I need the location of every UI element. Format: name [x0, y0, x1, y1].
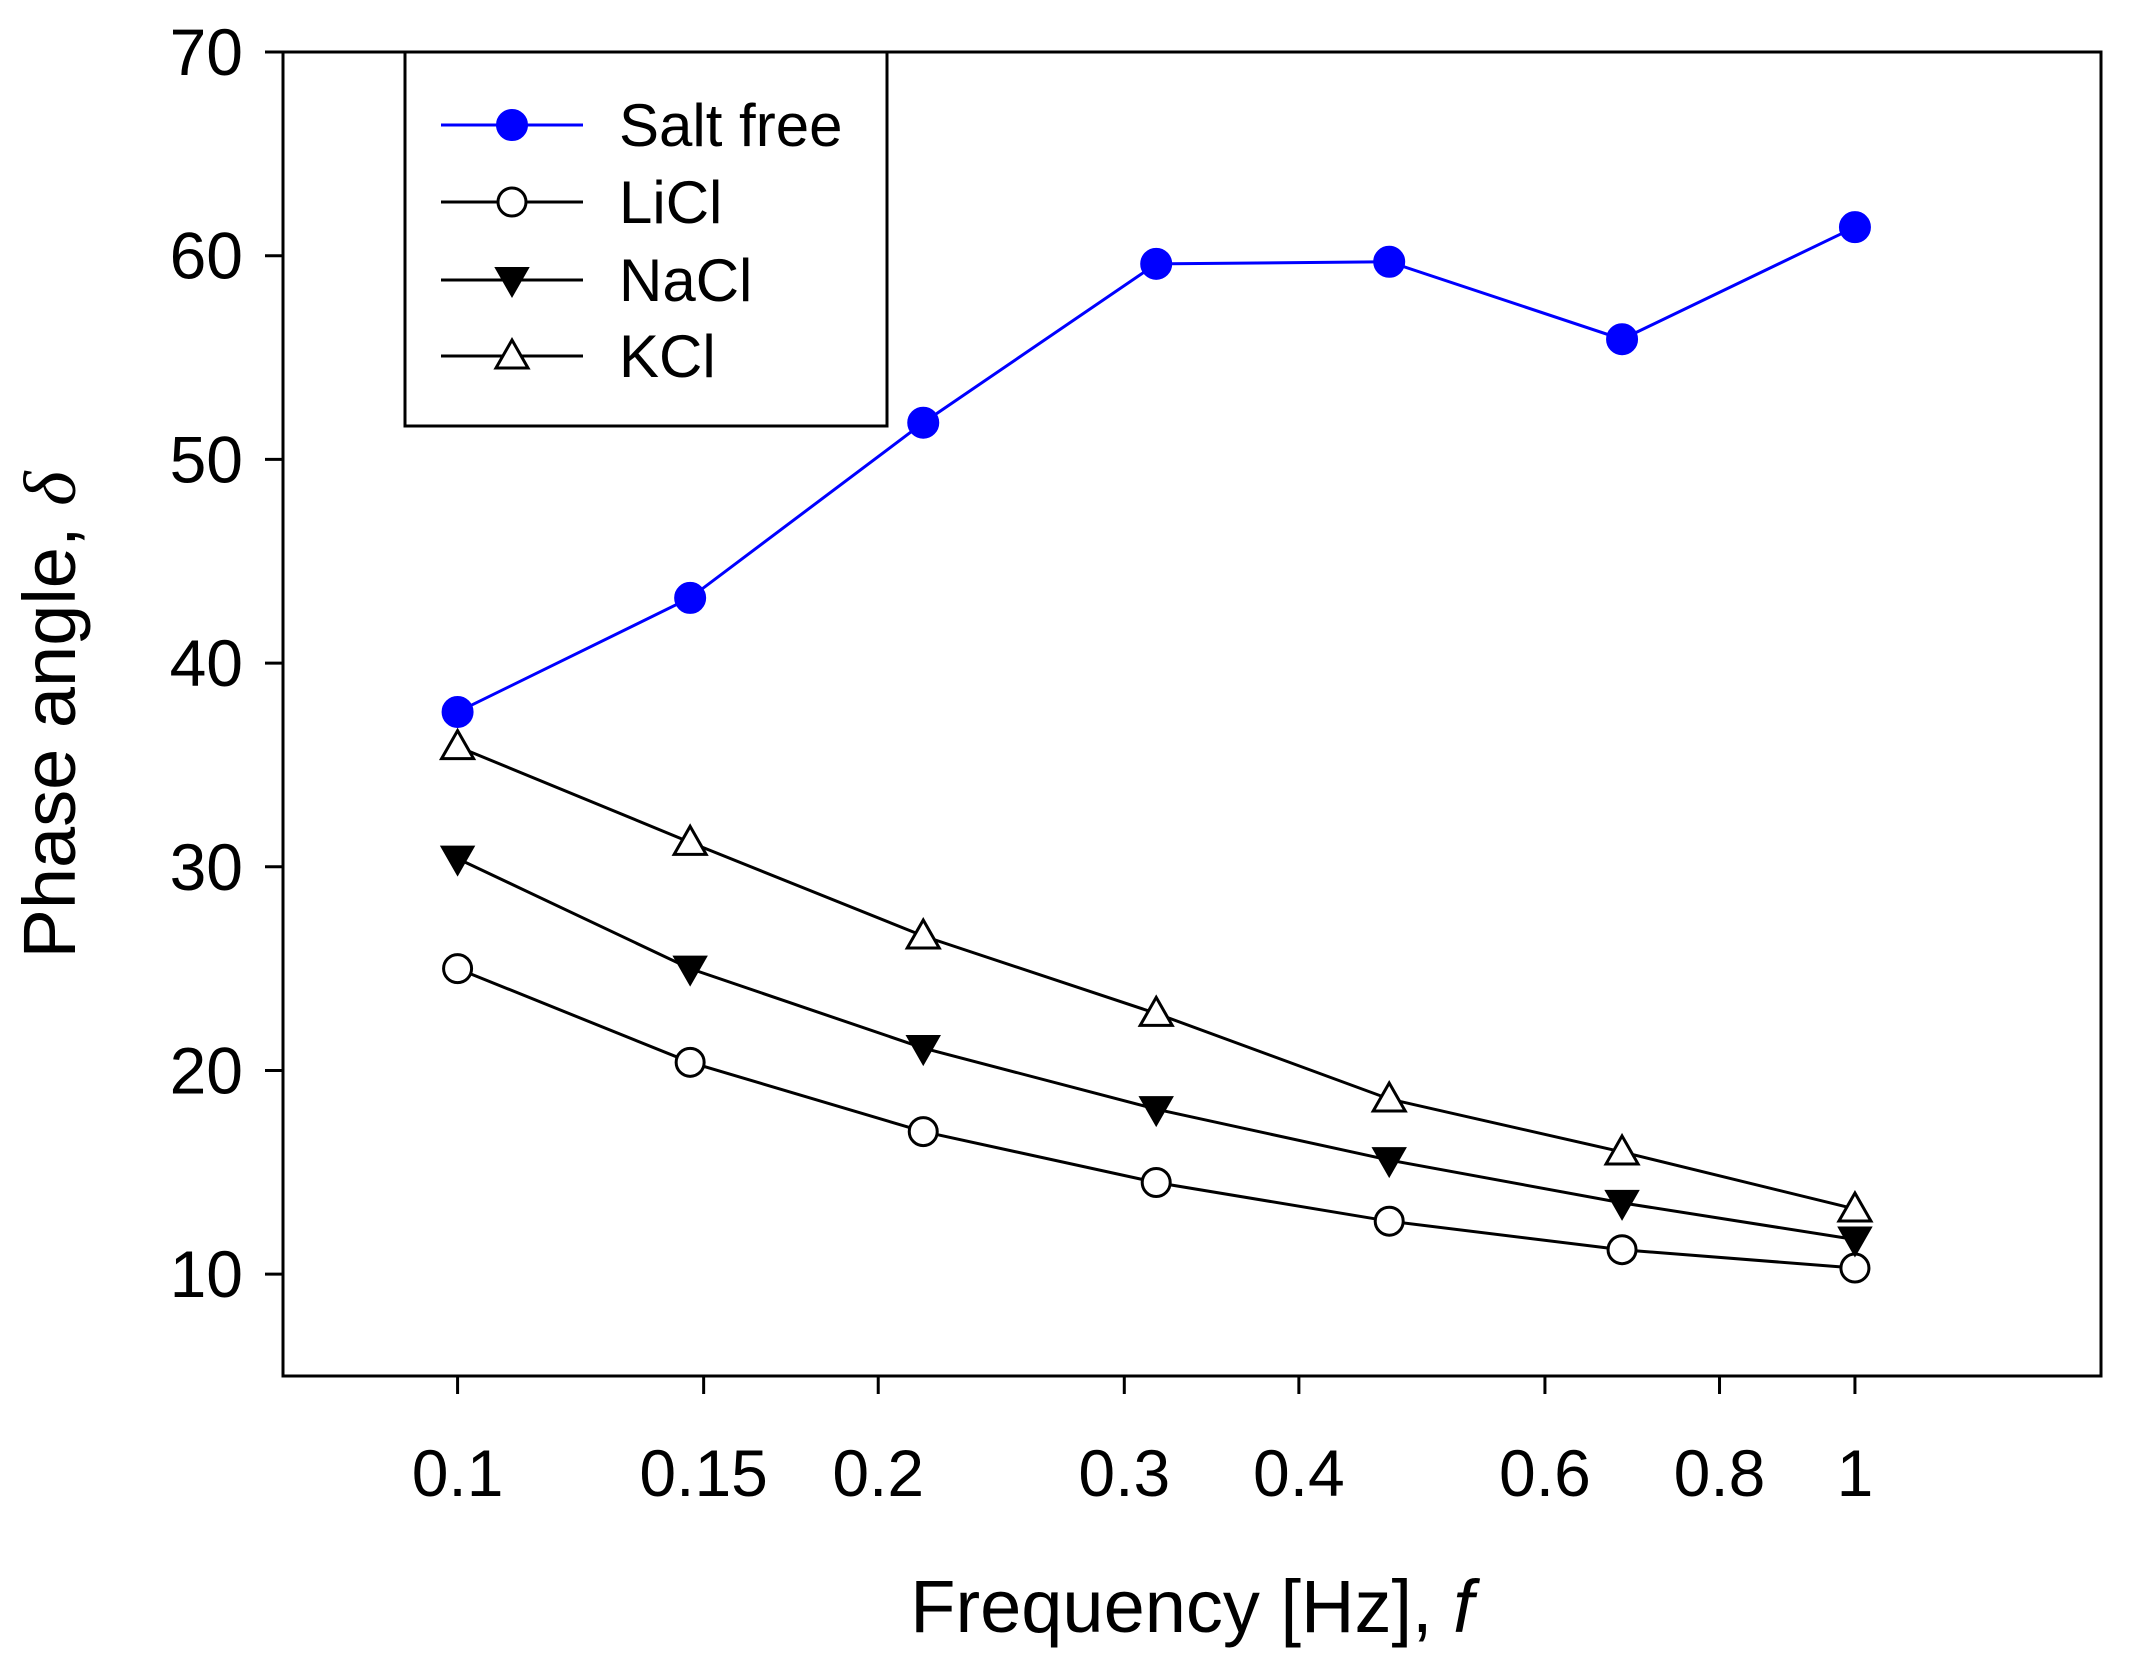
- data-point-salt-free-2: [907, 406, 940, 439]
- data-point-salt-free-0: [441, 695, 474, 728]
- x-axis-title: Frequency [Hz], f: [910, 1565, 1480, 1648]
- data-point-kcl-4: [1370, 1079, 1408, 1113]
- data-point-kcl-1: [671, 823, 709, 856]
- plot-frame: [281, 50, 2103, 1378]
- x-tick-label-0.15: 0.15: [639, 1436, 767, 1510]
- data-point-kcl-2: [904, 917, 942, 950]
- legend-marker-licl: [496, 186, 528, 218]
- data-point-nacl-6: [1837, 1226, 1873, 1258]
- y-tick-label-60: 60: [170, 219, 243, 293]
- x-tick-label-0.4: 0.4: [1253, 1436, 1345, 1510]
- data-point-nacl-4: [1371, 1147, 1407, 1179]
- x-axis-ticks: 0.1 0.15 0.2 0.3 0.4 0.6 0.8 1: [412, 1376, 1874, 1510]
- y-tick-label-20: 20: [170, 1033, 243, 1107]
- x-tick-label-0.6: 0.6: [1499, 1436, 1591, 1510]
- data-point-nacl-0: [439, 845, 476, 877]
- data-point-licl-6: [1839, 1252, 1871, 1284]
- y-tick-label-30: 30: [170, 830, 243, 904]
- x-tick-label-0.2: 0.2: [832, 1436, 924, 1510]
- y-axis-title: Phase angle, δ: [8, 470, 92, 959]
- data-point-kcl-5: [1603, 1132, 1641, 1166]
- x-axis-title-text: Frequency [Hz],: [910, 1565, 1453, 1648]
- y-tick-label-10: 10: [170, 1237, 243, 1311]
- legend-label-nacl: NaCl: [619, 247, 752, 314]
- data-point-salt-free-5: [1606, 323, 1639, 356]
- series-salt-free: [441, 211, 1871, 728]
- legend-box: [403, 50, 889, 428]
- legend-label-salt-free: Salt free: [619, 92, 842, 159]
- x-tick-label-1: 1: [1837, 1436, 1874, 1510]
- x-tick-label-0.1: 0.1: [412, 1436, 504, 1510]
- data-point-kcl-0: [438, 727, 477, 761]
- y-axis-title-text: Phase angle,: [8, 506, 91, 959]
- series-line-kcl: [457, 745, 1856, 1211]
- data-point-licl-5: [1606, 1234, 1638, 1266]
- data-point-nacl-2: [905, 1035, 941, 1067]
- data-point-salt-free-6: [1838, 211, 1871, 244]
- data-point-nacl-5: [1604, 1189, 1640, 1221]
- y-tick-label-70: 70: [170, 15, 243, 89]
- legend-entry-salt-free: Salt free: [441, 92, 842, 159]
- data-point-licl-1: [674, 1046, 706, 1078]
- data-point-salt-free-4: [1373, 245, 1406, 278]
- legend-marker-nacl: [494, 267, 530, 299]
- data-series: [438, 211, 1874, 1284]
- legend-entry-nacl: NaCl: [441, 247, 752, 314]
- data-point-salt-free-3: [1140, 247, 1173, 280]
- data-point-nacl-3: [1138, 1096, 1174, 1128]
- data-point-kcl-6: [1836, 1189, 1874, 1223]
- y-axis-ticks: 10 20 30 40 50 60 70: [170, 15, 283, 1311]
- legend-label-licl: LiCl: [619, 169, 722, 236]
- legend-marker-salt-free: [496, 109, 528, 141]
- legend-entry-licl: LiCl: [441, 169, 722, 236]
- legend: Salt free LiCl NaCl KCl: [403, 50, 889, 428]
- data-point-licl-0: [442, 953, 474, 985]
- legend-marker-kcl: [493, 336, 531, 370]
- legend-entry-kcl: KCl: [441, 323, 716, 390]
- data-point-salt-free-1: [674, 581, 707, 614]
- series-nacl: [439, 845, 1873, 1258]
- data-point-licl-3: [1140, 1166, 1172, 1198]
- data-point-licl-4: [1373, 1205, 1405, 1237]
- y-axis-title-var: δ: [10, 470, 92, 506]
- legend-label-kcl: KCl: [619, 323, 716, 390]
- x-axis-title-var: f: [1453, 1565, 1480, 1648]
- y-tick-label-50: 50: [170, 422, 243, 496]
- data-point-licl-2: [907, 1116, 939, 1148]
- data-point-nacl-1: [672, 955, 708, 987]
- x-tick-label-0.8: 0.8: [1674, 1436, 1766, 1510]
- data-point-kcl-3: [1137, 994, 1175, 1027]
- y-tick-label-40: 40: [170, 626, 243, 700]
- series-kcl: [438, 727, 1874, 1223]
- x-tick-label-0.3: 0.3: [1078, 1436, 1170, 1510]
